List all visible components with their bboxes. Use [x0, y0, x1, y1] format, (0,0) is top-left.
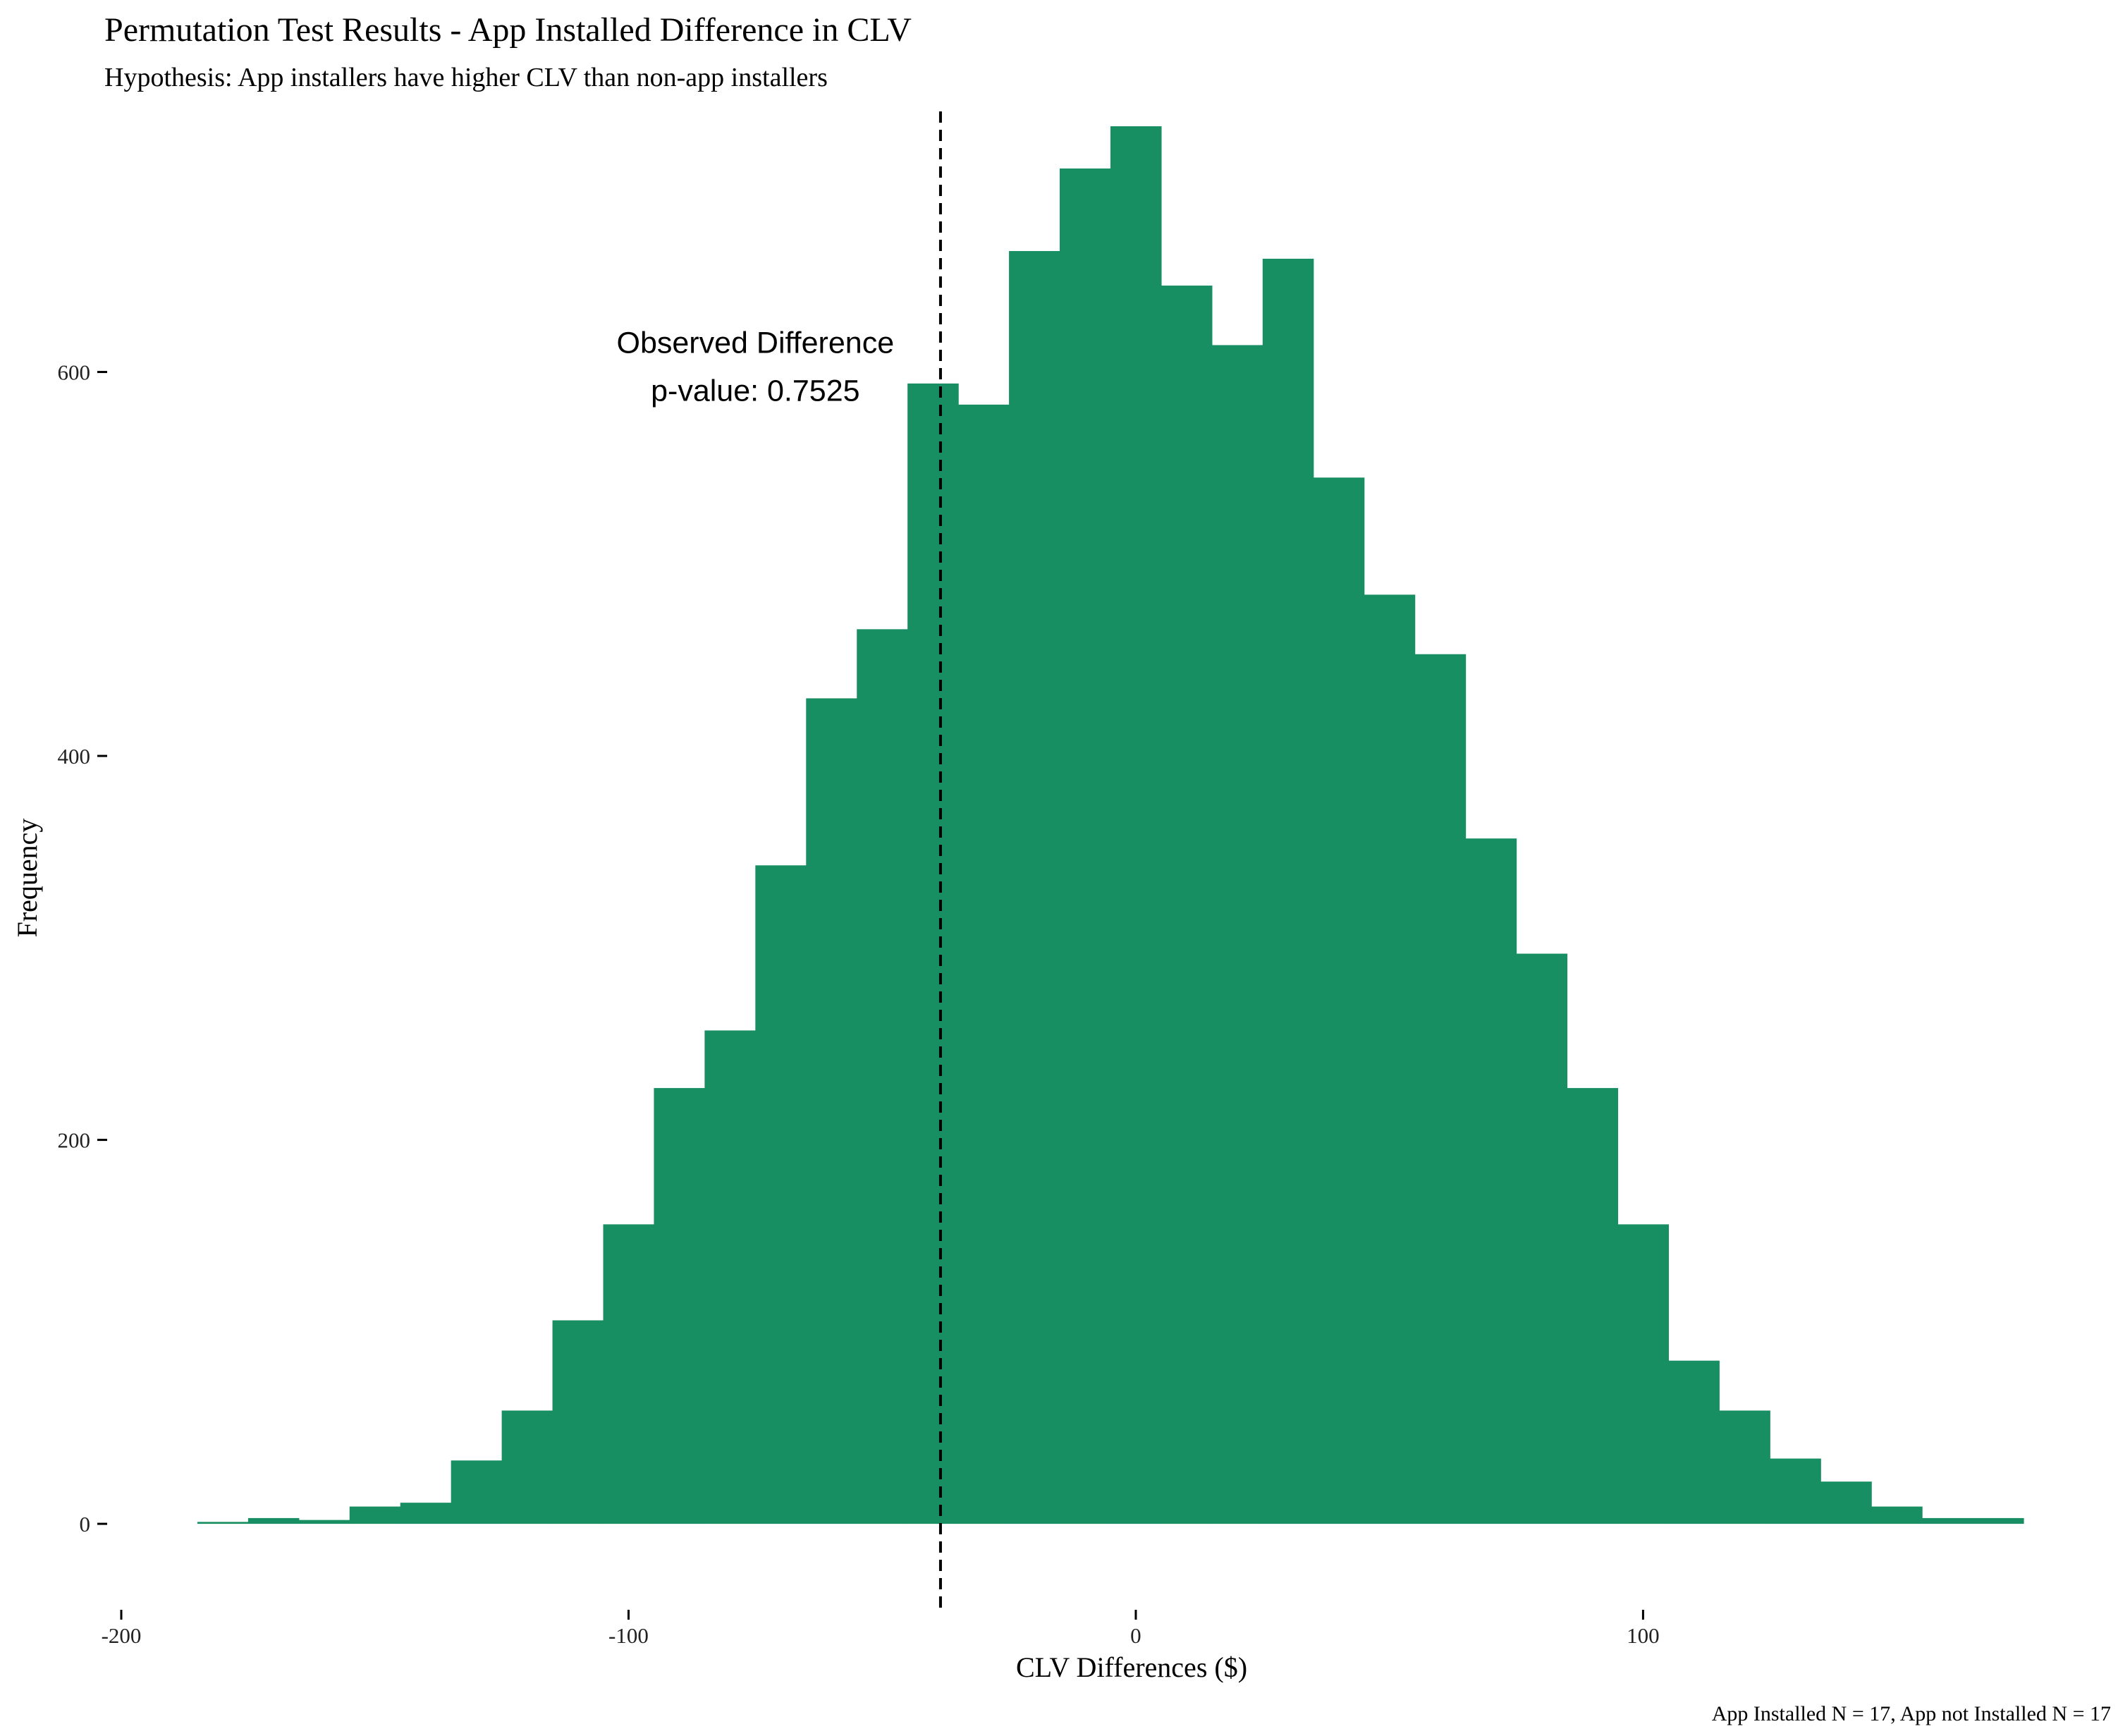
histogram-bar: [1922, 1517, 1973, 1524]
histogram-bar: [1567, 1088, 1619, 1524]
histogram-bar: [1719, 1410, 1770, 1524]
histogram-bar: [1211, 345, 1263, 1524]
y-axis: 0 200 400 600: [58, 360, 107, 1536]
histogram-bar: [1364, 594, 1416, 1524]
histogram-bar: [704, 1030, 756, 1524]
histogram-bar: [1770, 1458, 1821, 1524]
histogram-bar: [400, 1503, 452, 1524]
y-tick-label: 200: [58, 1128, 91, 1153]
histogram-bar: [1871, 1506, 1923, 1524]
chart-caption: App Installed N = 17, App not Installed …: [1712, 1702, 2111, 1725]
x-axis: -200 -100 0 100: [102, 1610, 1660, 1648]
histogram-bar: [1973, 1517, 2024, 1524]
histogram-bar: [1313, 477, 1365, 1524]
histogram-bar: [958, 404, 1010, 1524]
histogram-bar: [1110, 126, 1162, 1524]
histogram-bar: [501, 1410, 553, 1524]
histogram-bar: [1516, 953, 1568, 1524]
histogram-bar: [654, 1088, 705, 1524]
histogram-bar: [349, 1506, 401, 1524]
histogram-bar: [1465, 838, 1517, 1524]
x-tick-label: -100: [608, 1623, 649, 1648]
x-tick-label: 0: [1130, 1623, 1141, 1648]
histogram-bar: [806, 698, 857, 1524]
histogram-bar: [907, 383, 959, 1524]
histogram-bar: [247, 1517, 300, 1524]
histogram-bar: [1617, 1224, 1669, 1524]
histogram-bar: [1262, 258, 1314, 1524]
histogram-bar: [197, 1522, 249, 1524]
x-axis-label: CLV Differences ($): [1016, 1651, 1247, 1683]
histogram-bar: [603, 1224, 655, 1524]
y-tick-label: 600: [58, 360, 91, 385]
chart-subtitle: Hypothesis: App installers have higher C…: [104, 63, 828, 92]
histogram-bar: [1161, 286, 1213, 1524]
histogram-bar: [857, 629, 908, 1524]
x-tick-label: -200: [102, 1623, 142, 1648]
histogram-bar: [755, 865, 807, 1524]
y-tick-label: 400: [58, 744, 91, 769]
histogram-bar: [1414, 654, 1467, 1524]
annotation-p-value: p-value: 0.7525: [651, 374, 859, 408]
histogram-bar: [451, 1460, 503, 1524]
histogram-bar: [1820, 1481, 1872, 1524]
annotation-observed-difference: Observed Difference: [617, 326, 895, 360]
histogram-bar: [1668, 1360, 1720, 1524]
histogram-bar: [552, 1320, 604, 1524]
x-tick-label: 100: [1627, 1623, 1660, 1648]
chart-title: Permutation Test Results - App Installed…: [104, 11, 912, 49]
y-axis-label: Frequency: [11, 819, 43, 938]
histogram-bar: [298, 1520, 350, 1524]
histogram-bars: [197, 126, 2024, 1524]
histogram-bar: [1009, 251, 1060, 1524]
histogram-bar: [1060, 168, 1111, 1524]
y-tick-label: 0: [80, 1512, 91, 1536]
